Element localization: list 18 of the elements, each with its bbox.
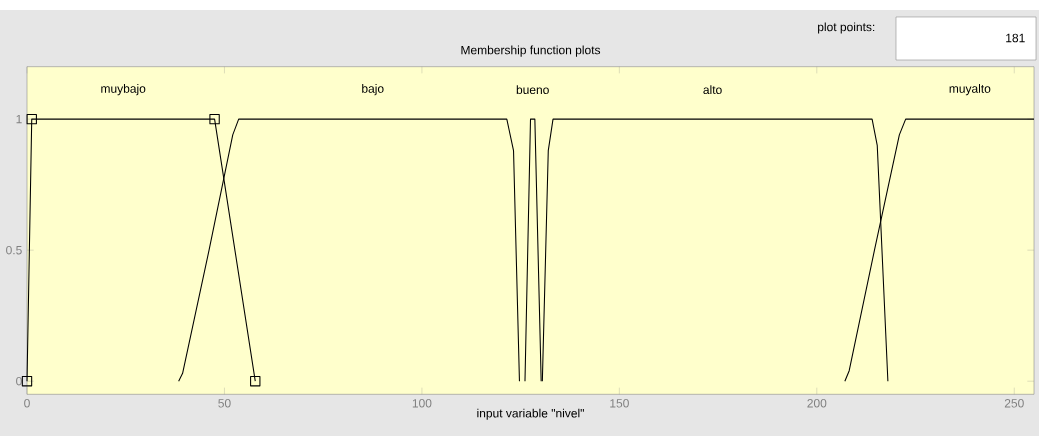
- x-tick-label: 50: [218, 399, 231, 408]
- y-tick-label: 0.5: [6, 245, 22, 255]
- x-tick-label: 250: [1004, 399, 1024, 408]
- series-label: muyalto: [949, 84, 991, 96]
- x-tick-label: 0: [24, 399, 30, 408]
- x-tick-label: 150: [610, 399, 629, 408]
- x-tick-label: 200: [807, 399, 827, 408]
- text: alto: [703, 85, 722, 95]
- text: 181: [1006, 33, 1025, 43]
- text: plot points:: [818, 22, 875, 34]
- series-label: bajo: [362, 84, 384, 96]
- x-axis-title: input variable "nivel": [477, 408, 584, 420]
- chart-title: Membership function plots: [461, 45, 601, 57]
- series-label: muybajo: [101, 84, 146, 96]
- y-tick-label: 0: [16, 376, 22, 386]
- x-tick-label: 100: [412, 399, 432, 408]
- text: bueno: [516, 85, 549, 95]
- y-tick-label: 1: [16, 114, 22, 124]
